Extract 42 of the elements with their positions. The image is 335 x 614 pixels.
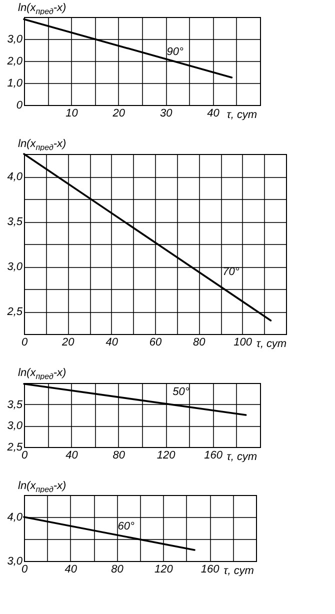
y-tick-label: 3,0: [7, 261, 24, 273]
y-axis-title: ln(x$_{пред}$-x): [17, 138, 68, 152]
y-tick-label: 0: [16, 100, 24, 112]
x-tick-label: 20: [61, 336, 76, 348]
x-tick-label: 80: [111, 564, 124, 576]
x-tick-label: 40: [106, 336, 119, 348]
x-tick-label: 40: [207, 108, 220, 120]
x-axis-title: τ, сут: [226, 109, 258, 121]
y-axis-title: ln(x$_{пред}$-x): [17, 480, 68, 494]
annotation: 90°: [166, 46, 184, 58]
y-axis-title: ln(x$_{пред}$-x): [17, 2, 68, 16]
x-tick-label: 20: [112, 108, 126, 120]
y-tick-label: 2,0: [6, 56, 24, 68]
x-tick-label: 30: [160, 108, 174, 120]
x-axis-title: τ, сут: [224, 565, 254, 577]
x-tick-label: 160: [204, 450, 224, 462]
y-tick-label: 1,0: [7, 78, 24, 90]
x-tick-label: 80: [112, 450, 126, 462]
x-tick-label: 100: [234, 336, 253, 348]
x-tick-label: 40: [64, 564, 78, 576]
x-tick-label: 120: [156, 450, 176, 462]
x-tick-label: 80: [193, 336, 206, 348]
annotation: 50°: [172, 386, 190, 398]
x-tick-label: 160: [200, 564, 220, 576]
x-tick-label: 40: [66, 450, 79, 462]
y-tick-label: 3,0: [7, 34, 24, 46]
y-tick-label: 4,0: [7, 171, 24, 183]
y-tick-label: 4,0: [7, 512, 24, 524]
x-axis-title: τ, сут: [226, 451, 258, 463]
y-tick-label: 3,5: [7, 216, 24, 228]
y-tick-label: 3,0: [7, 420, 24, 432]
annotation: 60°: [118, 520, 135, 533]
annotation: 70°: [222, 266, 240, 278]
y-tick-label: 3,0: [7, 556, 24, 568]
x-tick-label: 60: [149, 336, 162, 348]
x-axis-title: τ, сут: [256, 338, 287, 350]
y-tick-label: 2,5: [6, 442, 24, 454]
x-tick-label: 120: [154, 564, 174, 576]
y-tick-label: 3,5: [7, 398, 24, 411]
x-tick-label: 10: [66, 108, 79, 120]
y-tick-label: 2,5: [6, 306, 24, 318]
y-axis-title: ln(x$_{пред}$-x): [17, 367, 68, 382]
